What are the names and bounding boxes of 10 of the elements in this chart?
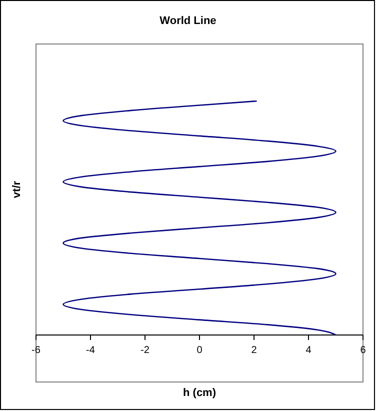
- x-tick-label: -2: [140, 345, 150, 356]
- x-tick-label: 6: [360, 345, 366, 356]
- x-axis-title: h (cm): [183, 387, 216, 399]
- x-tick-label: 0: [196, 345, 203, 356]
- x-tick-label: 4: [306, 345, 312, 356]
- y-axis-title: vt/r: [11, 180, 23, 198]
- x-tick-label: -4: [86, 345, 96, 356]
- x-tick-label: -6: [32, 345, 41, 356]
- x-tick-label: 2: [251, 345, 258, 356]
- chart-title: World Line: [160, 15, 216, 27]
